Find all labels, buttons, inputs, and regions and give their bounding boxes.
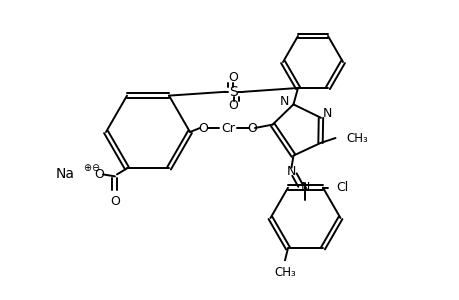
Text: ⊕: ⊕ (83, 164, 91, 173)
Text: N: N (286, 165, 296, 178)
Text: O: O (94, 168, 104, 181)
Text: ⊖: ⊖ (91, 164, 99, 173)
Text: O: O (228, 99, 238, 112)
Text: O: O (228, 71, 238, 84)
Text: N: N (300, 181, 309, 194)
Text: CH₃: CH₃ (346, 131, 368, 145)
Text: O: O (110, 195, 120, 208)
Text: Na: Na (56, 167, 75, 182)
Text: N: N (280, 95, 289, 108)
Text: N: N (322, 107, 331, 120)
Text: S: S (229, 85, 237, 99)
Text: O: O (246, 122, 257, 134)
Text: Cl: Cl (335, 181, 347, 194)
Text: O: O (198, 122, 207, 134)
Text: Cr: Cr (221, 122, 235, 134)
Text: CH₃: CH₃ (274, 266, 295, 279)
